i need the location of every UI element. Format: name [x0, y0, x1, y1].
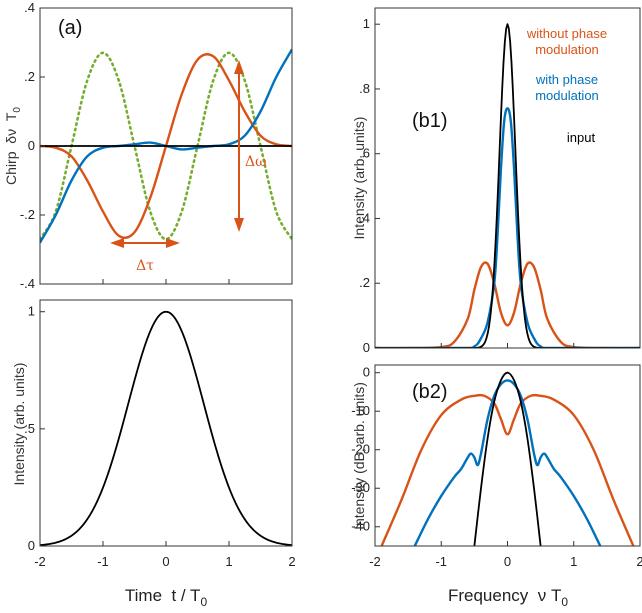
chart-b1: 0 .2 .4 .6 .8 1 (b1) Intensity (arb. units) w…: [351, 7, 641, 355]
ytick-label: .2: [24, 69, 35, 84]
ytick-label: .5: [24, 421, 35, 436]
series-a-bottom-black: [40, 310, 292, 546]
ytick-label: -30: [351, 480, 370, 495]
axes-frame-a-bottom: [39, 299, 293, 547]
ytick-label: 1: [28, 304, 35, 319]
xtick-label: 2: [636, 554, 642, 569]
panel-label-b2: (b2): [412, 381, 448, 403]
xtick-label: -2: [34, 554, 46, 569]
xtick-label: 1: [225, 554, 232, 569]
series-b1-orange: [375, 261, 640, 348]
xtick-label: 0: [162, 554, 169, 569]
axes-frame-b1: [374, 7, 641, 349]
legend-without-phase: without phase modulation: [526, 26, 607, 57]
xlabel-frequency: Frequency ν T0: [448, 586, 568, 609]
xtick-label: -1: [435, 554, 447, 569]
series-b2-black: [473, 371, 542, 546]
xtick-label: -1: [97, 554, 109, 569]
annotation-delta-omega: Δω: [234, 60, 267, 232]
annotation-delta-tau: Δτ: [110, 238, 180, 274]
legend-with-phase: with phase modulation: [535, 72, 599, 103]
ytick-label: 0: [28, 538, 35, 553]
ytick-label: -.2: [20, 207, 35, 222]
series-b1-blue: [375, 107, 640, 348]
ytick-label: .6: [359, 146, 370, 161]
series-b2-blue: [413, 379, 602, 546]
ytick-label: .8: [359, 81, 370, 96]
series-b2-orange: [380, 393, 635, 546]
delta-omega-label: Δω: [245, 154, 267, 170]
ytick-label: 1: [363, 16, 370, 31]
ytick-label: .4: [24, 0, 35, 15]
chart-b2: 0-10-20-30-40 -2 -1 0 1 2 (b2) Intensity (dB…: [351, 364, 642, 609]
ytick-label: .2: [359, 275, 370, 290]
ytick-label: 0: [363, 340, 370, 355]
ytick-label: .4: [359, 210, 370, 225]
ytick-label: -10: [351, 403, 370, 418]
xlabel-time: Time t / T0: [125, 586, 208, 609]
ytick-label: -.4: [20, 276, 35, 291]
panel-label-a: (a): [58, 17, 82, 39]
chart-a-bottom: 0 .5 1 -2 -1 0 1 2 Intensity (arb. units) Time…: [11, 299, 296, 609]
ytick-label: 0: [28, 138, 35, 153]
delta-tau-label: Δτ: [136, 258, 154, 274]
xtick-label: 1: [570, 554, 577, 569]
xtick-label: 0: [504, 554, 511, 569]
chart-a-top: -.4 -.2 0 .2 .4 (a) Chirp δν T0 Δω Δτ: [3, 0, 293, 291]
ylabel-intensity-b1: Intensity (arb. units): [351, 117, 367, 240]
xtick-label: -2: [369, 554, 381, 569]
ylabel-intensity-a: Intensity (arb. units): [11, 363, 27, 486]
legend-input: input: [567, 130, 596, 145]
ytick-label: -40: [351, 519, 370, 534]
panel-label-b1: (b1): [412, 110, 448, 132]
xtick-label: 2: [288, 554, 295, 569]
series-a-top-green: [40, 51, 292, 241]
ylabel-chirp: Chirp δν T0: [3, 107, 23, 185]
ytick-label: -20: [351, 442, 370, 457]
series-b1-black: [375, 23, 640, 348]
ytick-label: 0: [363, 365, 370, 380]
legend-b1: without phase modulation with phase modula…: [526, 26, 607, 145]
ylabel-intensity-db: Intensity (dB, arb. units): [351, 382, 367, 530]
